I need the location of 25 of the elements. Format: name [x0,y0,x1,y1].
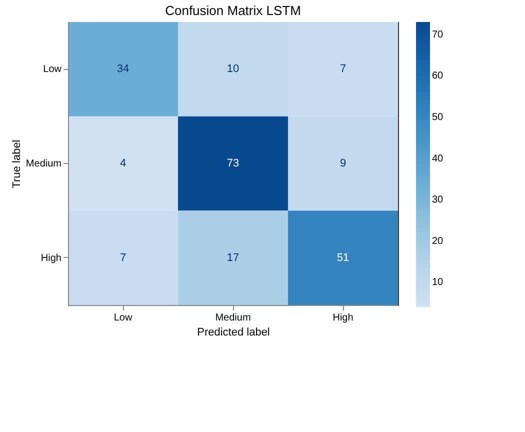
data-label: 10 [226,63,240,76]
x-axis-title: Predicted label [197,326,270,338]
data-label: 7 [120,252,126,264]
data-label: 17 [226,252,240,264]
chart-title: Confusion Matrix LSTM [165,3,301,18]
color-bar-label: 10 [432,277,444,288]
data-label: 7 [340,63,346,76]
data-label: 51 [336,252,350,264]
data-label: 4 [120,158,126,170]
color-bar-label: 20 [432,236,444,247]
x-tick-label: Medium [215,312,251,324]
color-bar-label: 50 [432,112,444,123]
y-tick-label: Low [43,64,62,76]
y-tick-label: Medium [26,158,62,170]
x-tick-label: Low [114,312,133,324]
data-label: 73 [226,158,240,170]
data-label: 34 [116,63,130,76]
color-bar-label: 70 [432,29,444,40]
color-bar-label: 30 [432,194,444,206]
x-tick-label: High [332,312,354,324]
color-bar-label: 40 [432,153,444,164]
color-bar-label: 60 [432,70,444,82]
data-label: 9 [340,158,346,170]
y-axis-title: True label [10,140,23,188]
y-tick-label: High [40,252,62,264]
